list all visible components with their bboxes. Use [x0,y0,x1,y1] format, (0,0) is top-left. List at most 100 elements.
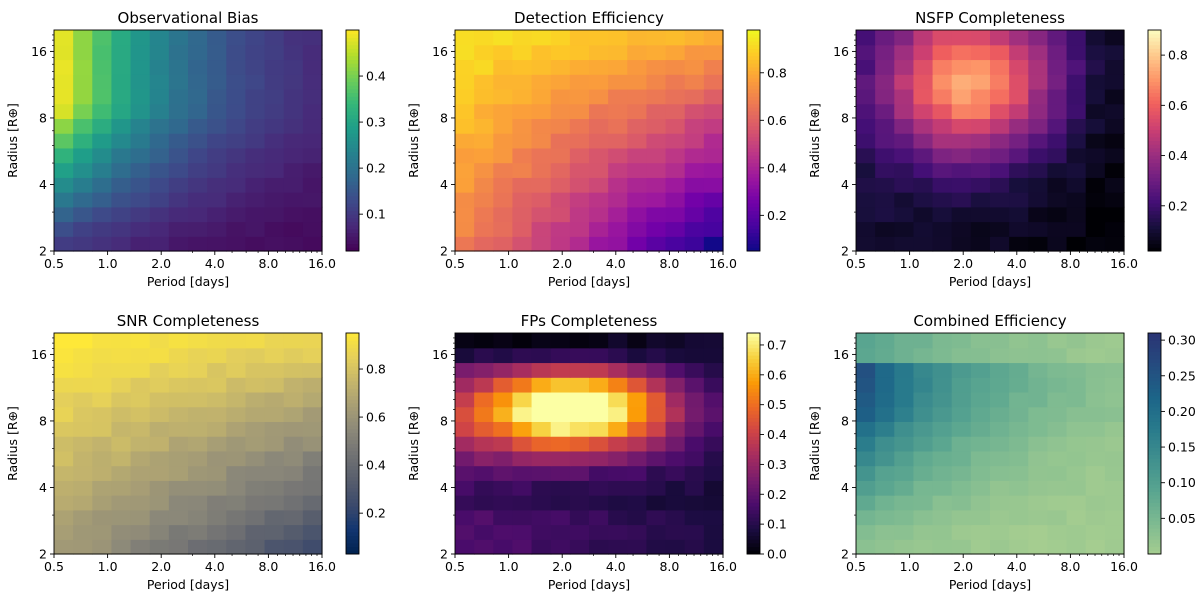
colorbar-segment [346,140,359,145]
colorbar: 0.20.40.60.8 [345,332,386,555]
heatmap-cell [1009,362,1029,378]
heatmap-cell [970,362,991,378]
heatmap-cell [646,162,667,178]
heatmap-cell [684,333,705,349]
x-tick-label: 0.5 [846,559,866,574]
colorbar-segment [747,181,760,186]
heatmap-cell [665,465,686,481]
heatmap-cell [264,192,285,208]
heatmap-cell [455,391,475,408]
heatmap-cell [264,509,285,526]
heatmap-cell [149,480,170,496]
heatmap-cell [1066,347,1087,364]
heatmap-cell [264,147,285,164]
colorbar-segment [747,517,760,522]
colorbar-segment [1148,125,1161,130]
heatmap-cell [589,436,609,452]
heatmap-cell [531,30,552,46]
heatmap-cell [1104,333,1125,349]
heatmap-cell [111,333,132,349]
heatmap-cell [703,147,724,164]
heatmap-cell [970,88,991,105]
colorbar-segment [346,59,359,64]
y-tick-label: 2 [440,547,448,562]
heatmap-cell [283,347,304,364]
heatmap-cell [245,362,266,378]
heatmap-cell [474,74,494,90]
heatmap-cell [990,509,1010,526]
heatmap-cell [875,118,895,134]
heatmap-cell [54,133,74,149]
heatmap-cell [856,347,876,364]
colorbar-segment [346,169,359,175]
heatmap-cell [92,450,113,467]
heatmap-cell [913,118,934,134]
heatmap-cell [1104,421,1125,437]
heatmap-cell [1047,495,1068,511]
heatmap-cell [512,347,533,364]
heatmap-cell [283,192,304,208]
heatmap-cell [130,147,151,164]
colorbar-segment [747,491,760,496]
heatmap-cell [1104,495,1125,511]
heatmap-cell [550,333,571,349]
chart-title: Detection Efficiency [514,9,664,27]
heatmap-cell [245,391,266,408]
heatmap-cell [608,221,628,237]
heatmap-cell [646,377,667,393]
colorbar-segment [1148,217,1161,223]
heatmap-cell [608,30,628,46]
heatmap-cell [913,450,934,467]
heatmap-cell [856,333,876,349]
heatmap-cell [856,206,876,223]
heatmap-cell [512,450,533,467]
heatmap-cell [703,192,724,208]
heatmap-cell [1028,177,1049,193]
heatmap-cell [531,450,552,467]
colorbar-segment [1148,377,1161,382]
heatmap-cell [207,465,227,481]
heatmap-cell [512,362,533,378]
heatmap-cell [608,347,628,364]
heatmap-cell [990,450,1010,467]
colorbar-segment [346,502,359,507]
colorbar-segment [747,144,760,149]
y-tick-label: 4 [841,480,849,495]
x-tick-label: 0.5 [44,256,64,271]
colorbar-segment [1148,487,1161,492]
colorbar-segment [1148,48,1161,53]
colorbar-segment [1148,509,1161,514]
heatmap-cell [207,480,227,496]
colorbar-segment [1148,358,1161,363]
colorbar-segment [1148,439,1161,444]
heatmap-cell [1009,347,1029,364]
colorbar-segment [1148,114,1161,119]
heatmap-cell [302,162,323,178]
colorbar-segment [346,236,359,241]
heatmap-cell [665,74,686,90]
heatmap-cell [73,450,93,467]
colorbar-segment [747,118,760,123]
heatmap-cell [188,88,208,105]
heatmap-cell [54,147,74,164]
heatmap-cell [990,118,1010,134]
colorbar-segment [1148,465,1161,470]
colorbar-segment [346,340,359,345]
heatmap-cell [589,103,609,119]
heatmap-cell [550,162,571,178]
colorbar-tick-label: 0.2 [1168,198,1188,213]
heatmap-cell [455,539,475,555]
heatmap-cell [875,391,895,408]
heatmap-cell [455,88,475,105]
colorbar-segment [1148,236,1161,241]
heatmap-cell [283,59,304,75]
colorbar-segment [346,111,359,116]
heatmap-cell [188,192,208,208]
heatmap-cell [188,495,208,511]
heatmap-cell [531,88,552,105]
heatmap-cell [951,147,972,164]
colorbar-tick-label: 0.6 [366,410,386,425]
x-tick-label: 16.0 [1110,256,1138,271]
colorbar-segment [747,380,760,386]
